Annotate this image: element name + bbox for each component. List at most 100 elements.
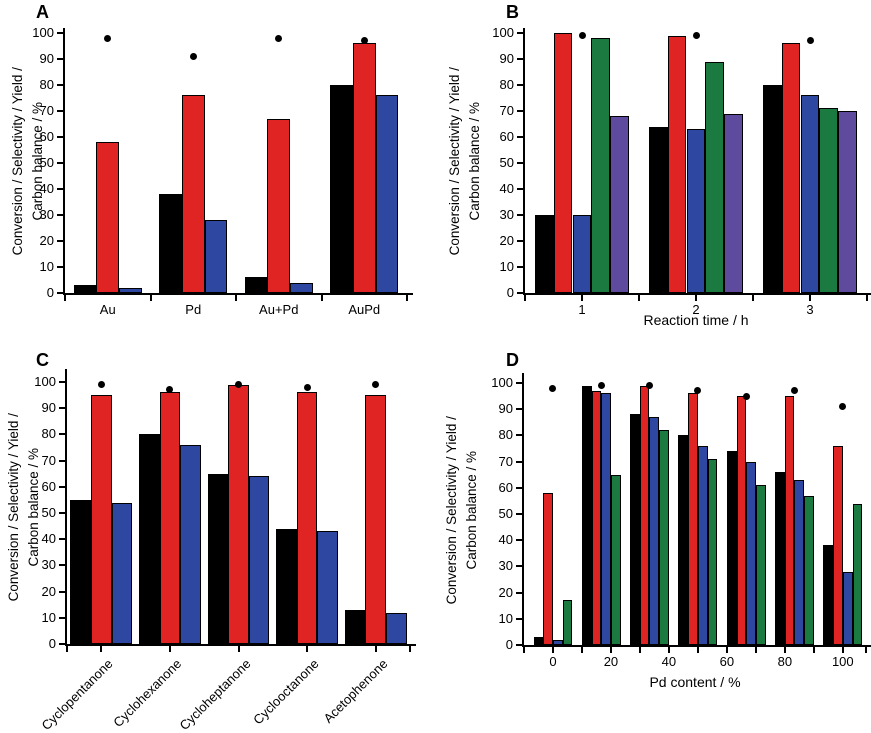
y-tick [57,188,63,190]
scatter-dot [645,382,653,390]
x-tick-label: Au+Pd [259,302,299,317]
y-tick-label: 0 [506,285,514,300]
x-tick [406,295,408,301]
y-tick [57,214,63,216]
black-bar [630,414,640,645]
panel-b: B Conversion / Selectivity / Yield / Car… [435,0,871,340]
x-tick [638,647,641,653]
y-tick [517,136,523,138]
blue-bar [375,95,399,293]
x-tick [865,647,867,653]
scatter-dot [742,392,750,400]
x-tick [235,295,237,301]
scatter-dot [839,403,847,411]
y-tick-label: 90 [41,400,56,416]
plot-area-d: 0 10 20 30 40 50 60 70 80 90 100 0 20 40 60 80 100 [491,373,871,669]
black-bar [70,500,91,644]
x-tick [783,647,786,653]
y-tick [59,381,65,383]
red-bar [667,36,687,293]
red-bar [228,385,249,644]
x-tick-label: 40 [661,654,677,669]
y-tick-label: 20 [41,583,56,599]
x-tick [237,646,240,652]
y-tick-label: 20 [499,233,514,248]
scatter-dot [97,381,105,389]
y-tick [517,58,523,60]
x-tick [866,295,868,301]
x-tick [320,295,323,301]
y-tick [57,162,63,164]
x-tick [695,295,697,301]
y-tick [516,565,522,568]
y-axis-line [523,28,525,295]
y-tick [59,616,65,619]
x-tick [580,647,583,653]
y-tick [516,460,522,463]
y-tick-label: 100 [491,375,513,390]
green-bar [819,108,839,293]
scatter-dot [275,34,283,42]
y-tick [516,408,522,411]
x-tick [812,647,815,653]
x-tick [524,295,526,301]
y-tick [59,459,65,462]
x-tick-label: 1 [578,302,586,317]
black-bar [73,285,97,293]
scatter-dot [597,382,605,390]
x-tick-label: Acetophenone [320,656,391,726]
x-tick [551,647,554,653]
blue-bar [746,462,756,645]
x-tick [306,646,309,652]
y-tick-label: 100 [34,374,56,389]
black-bar [534,215,554,293]
y-tick-label: 20 [498,584,513,600]
y-tick-label: 100 [32,25,54,40]
y-tick [59,590,65,593]
y-tick [516,591,522,594]
y-tick [59,407,65,410]
x-axis-label-d: Pd content / % [649,674,741,690]
purple-bar [838,111,858,293]
y-tick [59,485,65,488]
y-tick-label: 60 [499,129,514,144]
panel-letter-b: B [506,2,519,22]
y-tick-label: 10 [41,609,56,625]
y-tick-label: 70 [39,103,54,118]
y-tick-label: 10 [498,610,513,626]
y-tick [59,512,65,514]
y-tick-label: 80 [498,427,513,443]
x-tick [752,295,754,301]
blue-bar [686,129,706,293]
blue-bar [697,446,708,645]
black-bar [207,474,229,644]
red-bar [688,393,698,645]
black-bar [244,277,268,293]
blue-bar [204,220,228,293]
purple-bar [724,114,744,293]
red-bar [91,395,112,644]
panel-c: C Conversion / Selectivity / Yield / Car… [0,340,435,733]
x-tick [581,295,583,301]
scatter-dot [549,384,557,392]
y-tick-label: 50 [41,505,56,520]
scatter-dot [104,34,112,42]
y-tick-label: 40 [498,532,513,548]
blue-bar [601,393,612,645]
red-bar [181,95,205,293]
blue-bar [800,95,820,293]
y-tick-label: 30 [499,207,514,222]
y-tick-label: 10 [39,259,54,274]
y-tick [516,617,522,620]
red-bar [543,493,553,645]
x-axis-line [63,293,413,295]
black-bar [159,194,182,293]
y-tick-label: 30 [41,557,56,573]
y-tick [516,434,522,437]
y-tick-label: 50 [498,506,513,521]
scatter-dot [360,37,368,45]
y-tick-label: 90 [499,51,514,66]
plot-area-b: 0 10 20 30 40 50 60 70 80 90 100 1 2 3 [492,25,871,317]
red-bar [736,396,747,645]
blue-bar [180,445,201,644]
